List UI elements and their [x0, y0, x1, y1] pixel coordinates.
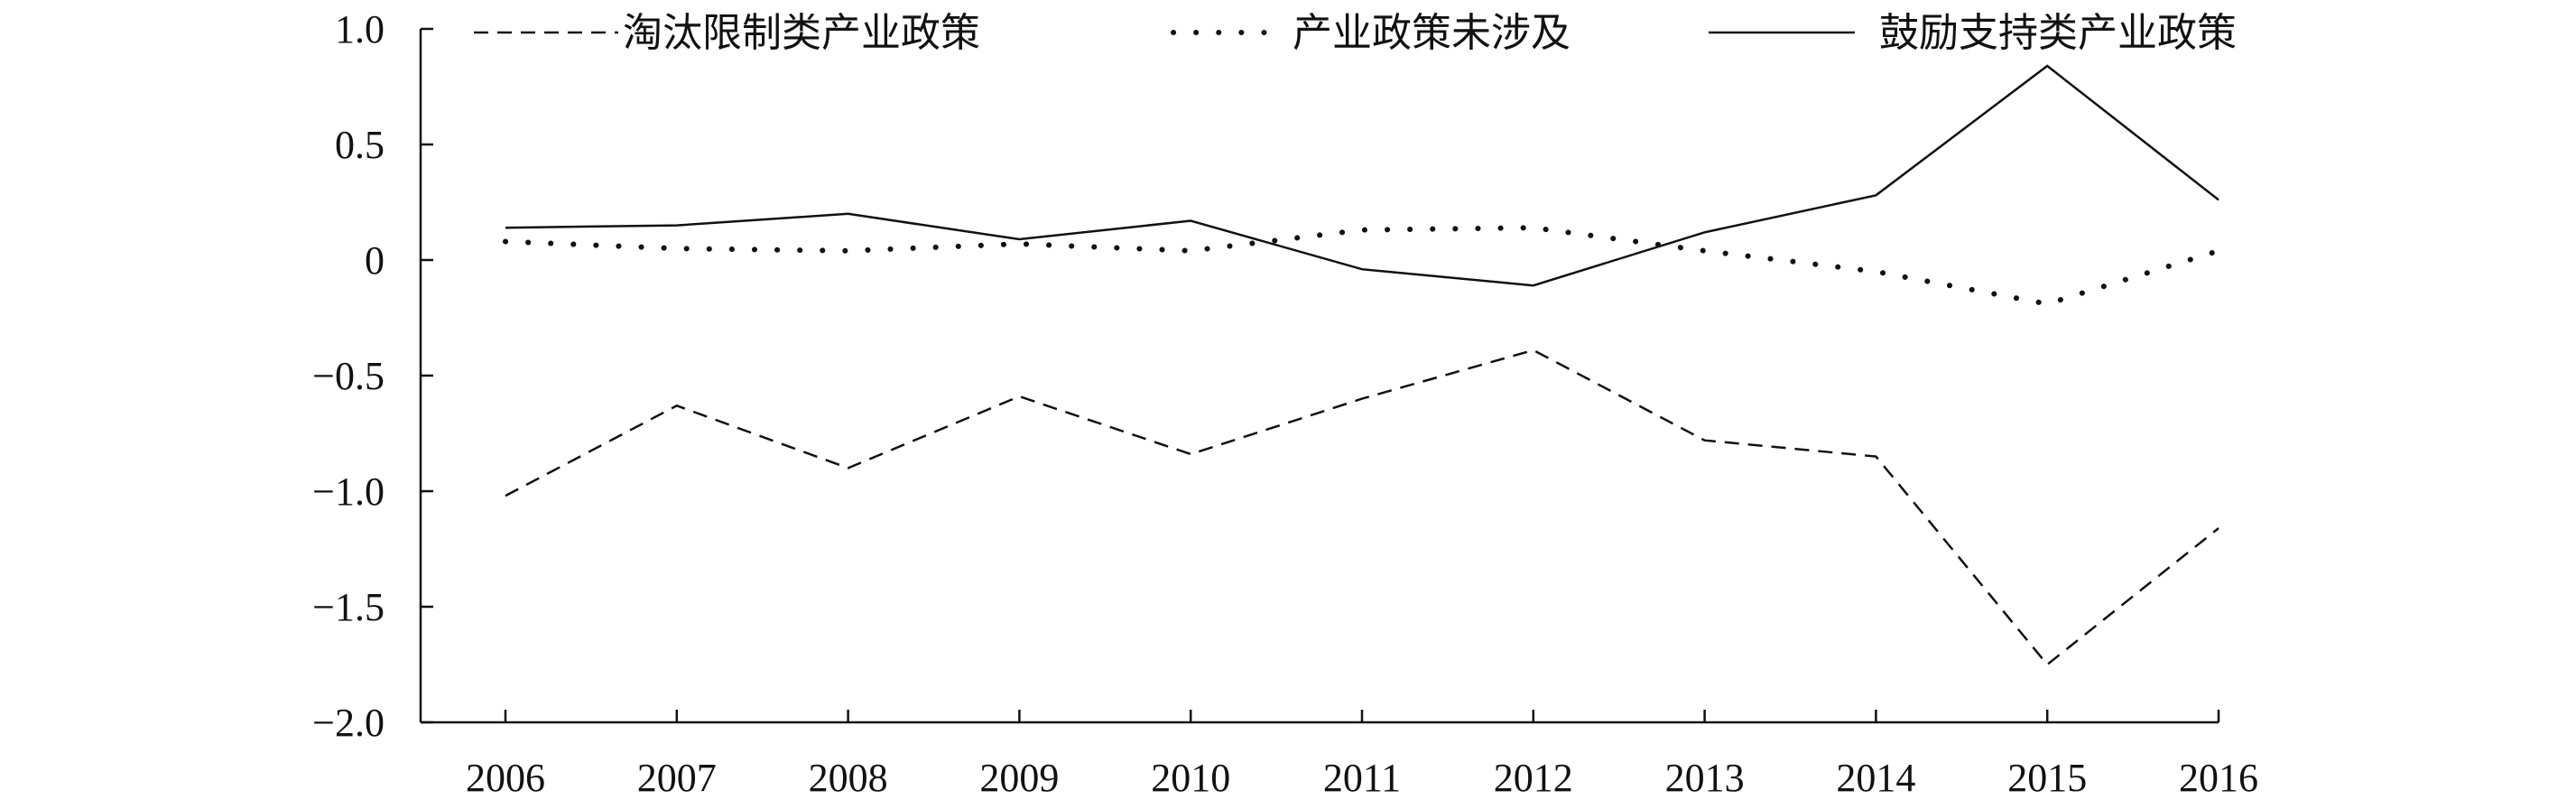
- x-tick-label: 2016: [2179, 756, 2258, 800]
- legend-label-1: 淘汰限制类产业政策: [623, 10, 980, 56]
- legend-label-3: 鼓励支持类产业政策: [1879, 10, 2237, 56]
- y-tick-label: −2.0: [312, 701, 385, 745]
- x-tick-label: 2009: [979, 756, 1059, 800]
- x-tick-label: 2008: [809, 756, 888, 800]
- series-line-2: [503, 225, 2221, 307]
- x-tick-label: 2010: [1151, 756, 1230, 800]
- legend-label-2: 产业政策未涉及: [1293, 10, 1571, 56]
- x-tick-label: 2007: [637, 756, 717, 800]
- series-layer: [503, 64, 2221, 666]
- x-tick-label: 2014: [1836, 756, 1915, 800]
- x-ticks: 2006 2007 2008 2009 2010 2011 2012 2013 2014 2015…: [466, 710, 2258, 800]
- legend: 淘汰限制类产业政策 产业政策未涉及 鼓励支持类产业政策: [474, 10, 2237, 56]
- axes: [419, 29, 2219, 724]
- x-tick-label: 2012: [1494, 756, 1573, 800]
- series-line-3: [505, 64, 2219, 287]
- y-tick-label: −1.5: [312, 585, 385, 629]
- x-tick-label: 2011: [1323, 756, 1401, 800]
- y-tick-label: −0.5: [312, 354, 385, 398]
- y-ticks: 1.0 0.5 0 −0.5 −1.0 −1.5 −2.0: [312, 7, 433, 745]
- x-tick-label: 2006: [466, 756, 545, 800]
- x-tick-label: 2015: [2007, 756, 2087, 800]
- y-tick-label: 0: [365, 238, 385, 283]
- y-tick-label: 0.5: [335, 123, 385, 167]
- x-tick-label: 2013: [1665, 756, 1745, 800]
- y-tick-label: 1.0: [335, 7, 385, 51]
- y-tick-label: −1.0: [312, 470, 385, 514]
- series-line-1: [505, 349, 2219, 666]
